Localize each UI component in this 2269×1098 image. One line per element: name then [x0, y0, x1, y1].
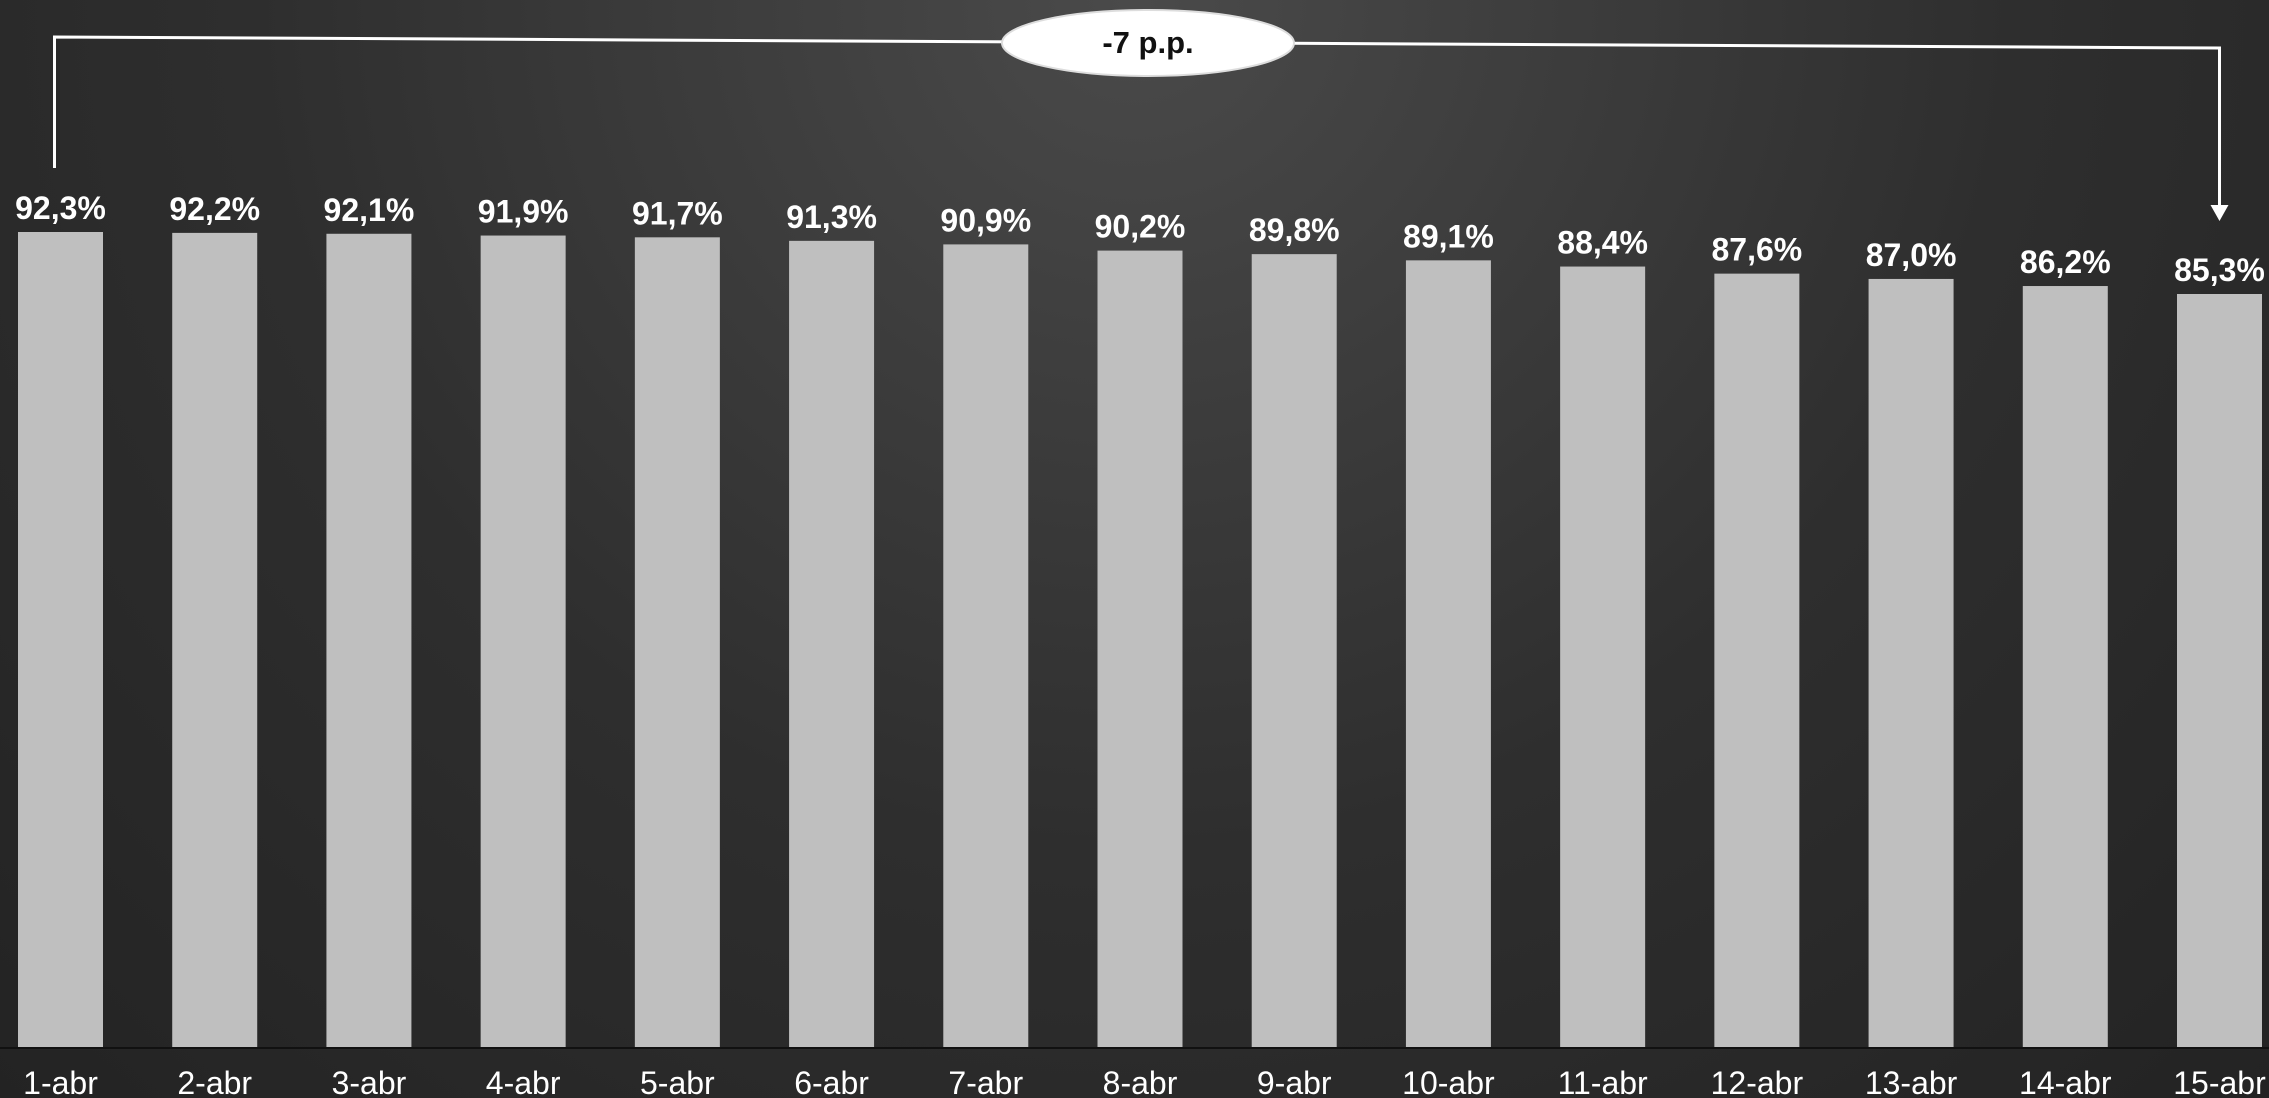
value-label-15-abr: 85,3%	[2174, 252, 2265, 288]
value-label-6-abr: 91,3%	[786, 199, 877, 235]
bar-8-abr	[1097, 250, 1183, 1048]
category-label-7-abr: 7-abr	[948, 1065, 1023, 1098]
value-label-4-abr: 91,9%	[478, 194, 569, 230]
category-labels-group: 1-abr 2-abr 3-abr 4-abr 5-abr 6-abr 7-abr 8-abr…	[23, 1065, 2266, 1098]
category-label-13-abr: 13-abr	[1865, 1065, 1958, 1098]
annotation-bubble	[1001, 9, 1295, 77]
bar-4-abr	[480, 235, 566, 1048]
bar-15-abr	[2177, 294, 2262, 1047]
value-label-2-abr: 92,2%	[169, 191, 260, 227]
category-label-1-abr: 1-abr	[23, 1065, 98, 1098]
value-label-1-abr: 92,3%	[15, 190, 106, 226]
bar-3-abr	[326, 233, 412, 1047]
value-label-13-abr: 87,0%	[1866, 237, 1957, 273]
bar-11-abr	[1560, 266, 1646, 1047]
category-label-11-abr: 11-abr	[1558, 1065, 1648, 1098]
bar-7-abr	[943, 244, 1029, 1047]
value-label-5-abr: 91,7%	[632, 195, 723, 231]
category-label-10-abr: 10-abr	[1402, 1065, 1495, 1098]
value-label-14-abr: 86,2%	[2020, 244, 2111, 280]
value-labels-group: 92,3% 92,2% 92,1% 91,9% 91,7% 91,3% 90,9% 90,2%…	[15, 190, 2265, 288]
bar-14-abr	[2022, 286, 2108, 1047]
category-label-9-abr: 9-abr	[1257, 1065, 1332, 1098]
annotation-text: -7 p.p.	[1102, 25, 1193, 60]
bar-5-abr	[634, 237, 720, 1048]
category-label-5-abr: 5-abr	[640, 1065, 715, 1098]
bar-1-abr	[18, 232, 103, 1047]
category-label-4-abr: 4-abr	[486, 1065, 561, 1098]
bar-6-abr	[789, 240, 875, 1047]
value-label-7-abr: 90,9%	[940, 202, 1031, 238]
annotation-arrowhead	[2210, 205, 2229, 221]
value-label-10-abr: 89,1%	[1403, 218, 1494, 254]
bar-13-abr	[1868, 278, 1954, 1047]
category-label-2-abr: 2-abr	[177, 1065, 252, 1098]
category-label-6-abr: 6-abr	[794, 1065, 869, 1098]
value-label-11-abr: 88,4%	[1557, 225, 1648, 261]
value-label-8-abr: 90,2%	[1095, 209, 1186, 245]
bar-2-abr	[172, 232, 258, 1047]
category-label-15-abr: 15-abr	[2173, 1065, 2266, 1098]
value-label-9-abr: 89,8%	[1249, 212, 1340, 248]
bar-9-abr	[1251, 254, 1337, 1048]
bars-group	[18, 232, 2262, 1048]
category-label-8-abr: 8-abr	[1103, 1065, 1178, 1098]
category-label-12-abr: 12-abr	[1711, 1065, 1804, 1098]
bar-12-abr	[1714, 273, 1800, 1048]
category-label-3-abr: 3-abr	[332, 1065, 407, 1098]
change-annotation: -7 p.p.	[53, 9, 2229, 221]
value-label-12-abr: 87,6%	[1711, 232, 1802, 268]
bar-10-abr	[1405, 260, 1491, 1047]
category-label-14-abr: 14-abr	[2019, 1065, 2112, 1098]
value-label-3-abr: 92,1%	[324, 192, 415, 228]
